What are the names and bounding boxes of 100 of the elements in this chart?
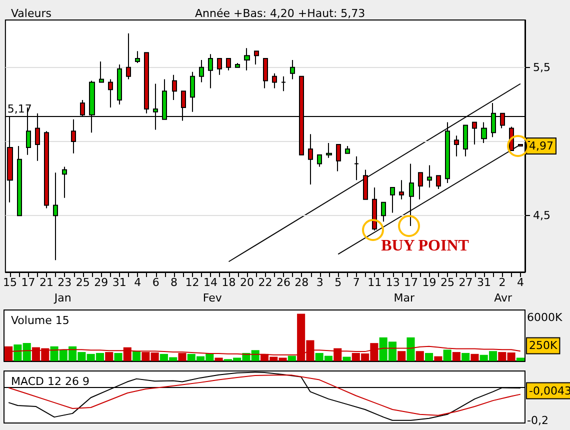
- x-tick-label: 23: [58, 276, 72, 289]
- chart-title: MACD 12 26 9: [11, 375, 90, 388]
- bar: [416, 351, 424, 361]
- candlestick: [336, 144, 341, 172]
- candlestick: [272, 72, 277, 89]
- text: Mar: [394, 292, 415, 304]
- candlestick: [308, 134, 313, 186]
- candlestick: [244, 48, 250, 71]
- x-tick-label: 18: [222, 276, 236, 289]
- candlestick: [117, 64, 122, 105]
- annotation: 4,97: [529, 140, 554, 152]
- candlestick: [281, 76, 286, 92]
- candlestick: [144, 52, 149, 114]
- bar: [462, 352, 470, 361]
- candlestick: [409, 163, 414, 227]
- candlestick: [390, 187, 395, 214]
- x-tick-label: 17: [404, 276, 418, 289]
- x-tick-label: 8: [170, 276, 178, 289]
- x-tick-label: 4: [134, 276, 142, 289]
- candlestick: [363, 169, 368, 200]
- y-tick-label: 4,5: [533, 209, 550, 222]
- candlestick: [17, 146, 22, 216]
- x-tick-label: 17: [21, 276, 36, 289]
- bar: [288, 356, 296, 361]
- chart-title: Valeurs: [11, 7, 52, 20]
- candlestick: [317, 154, 322, 168]
- x-tick-label: 27: [458, 276, 473, 289]
- bar: [434, 356, 442, 361]
- candlestick: [436, 175, 441, 190]
- bar: [470, 354, 479, 361]
- candlestick: [463, 124, 468, 157]
- candlestick: [454, 135, 459, 157]
- x-tick-label: 11: [368, 276, 382, 289]
- candlestick: [226, 58, 231, 71]
- x-tick-label: 4: [516, 276, 524, 289]
- bar: [452, 352, 460, 361]
- x-tick-label: 22: [258, 276, 272, 289]
- x-tick-label: 14: [204, 276, 218, 289]
- candlestick: [62, 166, 67, 198]
- x-tick-label: 13: [386, 276, 400, 289]
- candlestick: [427, 164, 432, 188]
- candlestick: [445, 122, 450, 184]
- x-tick-label: 31: [476, 276, 491, 289]
- x-tick-label: 15: [2, 276, 17, 289]
- candlestick: [199, 60, 204, 83]
- bar: [342, 356, 351, 361]
- x-tick-label: 2: [498, 276, 506, 289]
- x-tick-label: 5: [334, 276, 342, 289]
- chart-title: Volume 15: [11, 314, 70, 327]
- candlestick: [53, 172, 58, 261]
- candlestick: [381, 202, 386, 222]
- bar: [398, 351, 406, 361]
- candlestick: [135, 50, 140, 64]
- bar: [214, 358, 223, 361]
- bar: [425, 352, 434, 361]
- candlestick: [235, 62, 240, 68]
- x-tick-label: 3: [316, 276, 324, 289]
- x-tick-label: 25: [440, 276, 455, 289]
- candlestick: [399, 180, 404, 200]
- bar: [443, 350, 452, 361]
- candlestick: [217, 58, 222, 76]
- text: Fev: [202, 292, 222, 304]
- y-tick-label: 5,5: [533, 60, 550, 74]
- candlestick: [354, 156, 359, 181]
- candlestick: [172, 74, 177, 101]
- bar: [516, 358, 524, 361]
- x-tick-label: 21: [39, 276, 54, 289]
- candlestick: [326, 142, 332, 158]
- text: 6000K: [527, 311, 563, 324]
- bar: [114, 352, 122, 361]
- chart-subtitle: Année +Bas: 4,20 +Haut: 5,73: [195, 7, 366, 20]
- candlestick: [126, 32, 131, 80]
- x-tick-label: 31: [112, 276, 126, 289]
- x-tick-label: 7: [352, 276, 360, 289]
- candlestick: [418, 172, 423, 200]
- x-tick-label: 28: [294, 276, 309, 289]
- text: Avr: [494, 292, 513, 304]
- candlestick: [290, 60, 295, 80]
- candlestick: [345, 146, 350, 154]
- candlestick: [71, 118, 76, 154]
- candlestick: [254, 50, 259, 65]
- annotation: BUY POINT: [381, 238, 470, 254]
- x-tick-label: 6: [152, 276, 160, 289]
- candlestick: [208, 54, 213, 89]
- bar: [406, 337, 415, 361]
- ref-line-label: 5,17: [7, 102, 32, 116]
- candlestick: [481, 122, 487, 144]
- x-tick-label: 26: [276, 276, 290, 289]
- x-tick-label: 20: [240, 276, 254, 289]
- text: 250K: [529, 339, 558, 352]
- x-tick-label: 25: [76, 276, 90, 289]
- candlestick: [44, 130, 49, 209]
- x-tick-label: 29: [94, 276, 108, 289]
- text: -0,2: [527, 414, 548, 427]
- text: Jan: [53, 292, 72, 304]
- candlestick: [263, 58, 268, 89]
- candlestick: [108, 78, 113, 108]
- x-tick-label: 19: [422, 276, 436, 289]
- candlestick: [99, 61, 104, 83]
- bar: [132, 351, 141, 361]
